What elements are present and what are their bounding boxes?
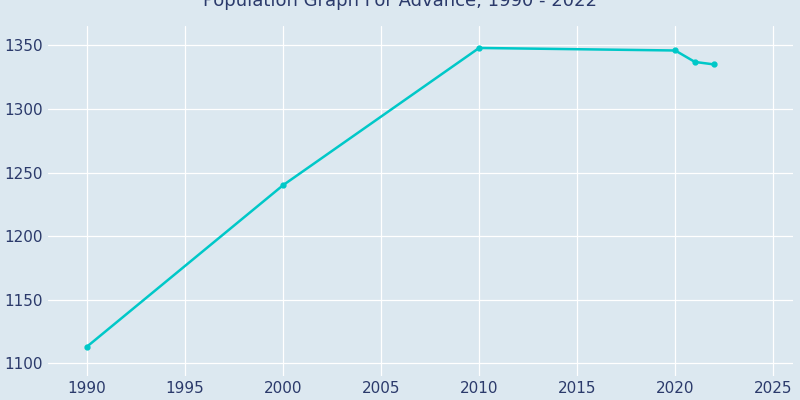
Text: Population Graph For Advance, 1990 - 2022: Population Graph For Advance, 1990 - 202… <box>203 0 597 10</box>
